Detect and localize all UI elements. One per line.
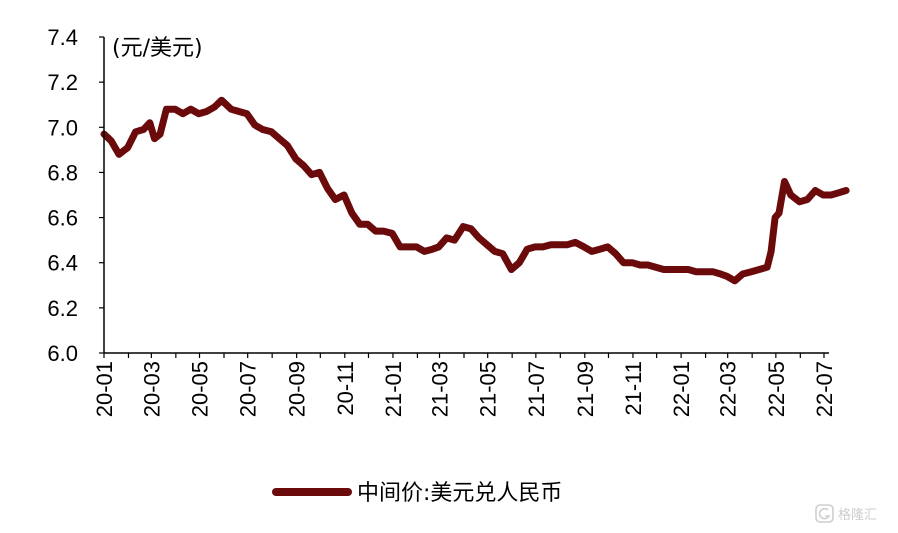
x-tick-label: 21-01 [381, 361, 406, 417]
y-tick-label: 6.6 [47, 206, 78, 231]
x-tick-label: 22-05 [764, 361, 789, 417]
unit-label: (元/美元) [112, 36, 203, 61]
y-tick-label: 6.8 [47, 160, 78, 185]
y-tick-label: 6.4 [47, 251, 78, 276]
x-tick-label: 20-01 [92, 361, 117, 417]
y-tick-label: 7.4 [47, 25, 78, 50]
x-tick-label: 20-05 [188, 361, 213, 417]
gelonghui-logo-icon [815, 504, 834, 523]
x-tick-label: 20-03 [139, 361, 164, 417]
x-tick-label: 22-03 [716, 361, 741, 417]
x-tick-label: 22-07 [812, 361, 837, 417]
y-tick-marks [99, 36, 104, 354]
x-tick-label: 20-07 [236, 361, 261, 417]
x-tick-label: 21-11 [621, 361, 646, 416]
legend: 中间价:美元兑人民币 [272, 481, 562, 506]
x-tick-label: 20-09 [285, 361, 310, 417]
x-tick-label: 20-11 [333, 361, 358, 416]
y-tick-label: 7.2 [47, 70, 78, 95]
x-tick-label: 21-09 [573, 361, 598, 417]
x-tick-label: 21-05 [476, 361, 501, 417]
x-tick-labels: 20-01 20-03 20-05 20-07 20-09 20-11 21-01 21-03… [92, 361, 837, 417]
watermark: 格隆汇 [815, 504, 877, 523]
x-tick-marks [103, 353, 825, 358]
watermark-text: 格隆汇 [838, 507, 877, 523]
y-tick-label: 6.0 [47, 341, 78, 366]
y-tick-label: 6.2 [47, 296, 78, 321]
series-line-usd-cny [100, 96, 850, 285]
y-tick-label: 7.0 [47, 115, 78, 140]
x-tick-label: 21-07 [524, 361, 549, 417]
legend-label: 中间价:美元兑人民币 [357, 481, 562, 506]
plot-area: 6.0 6.2 6.4 6.6 6.8 7.0 7.2 7.4 20-01 20-03 20-05… [47, 25, 850, 417]
y-tick-labels: 6.0 6.2 6.4 6.6 6.8 7.0 7.2 7.4 [47, 25, 78, 366]
x-tick-label: 21-03 [428, 361, 453, 417]
x-tick-label: 22-01 [669, 361, 694, 417]
